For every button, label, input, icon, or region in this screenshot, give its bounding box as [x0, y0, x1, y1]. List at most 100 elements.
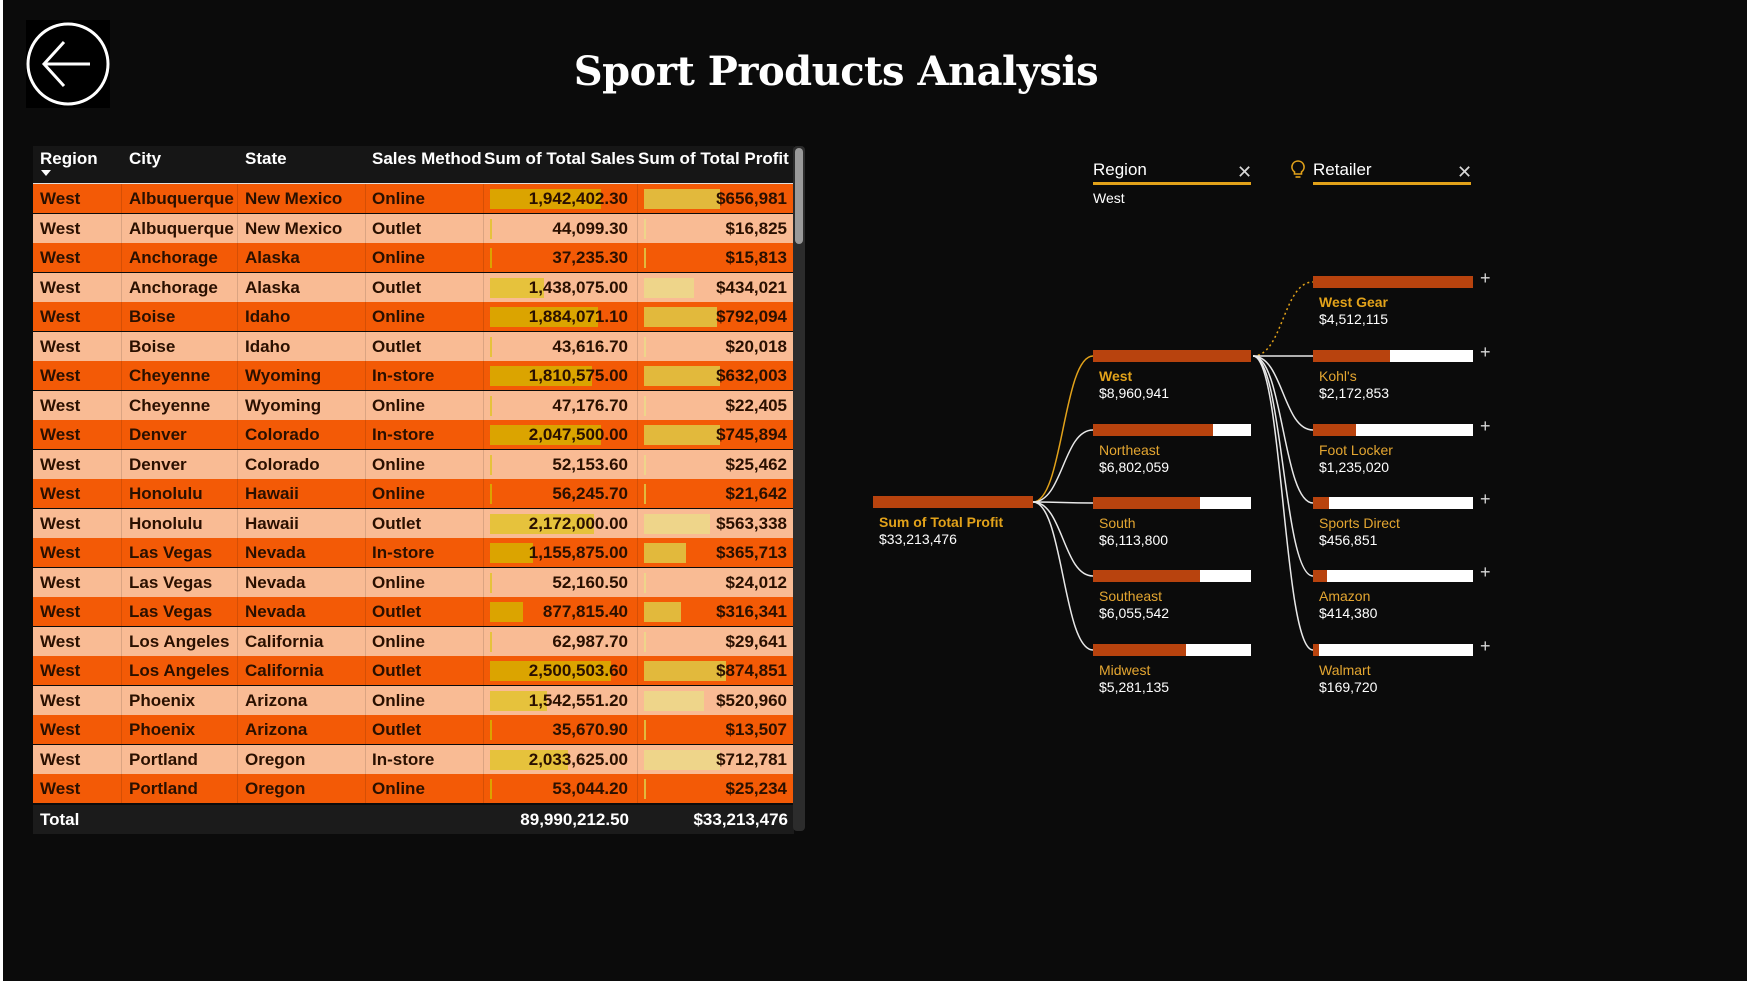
table-row[interactable]: West Las Vegas Nevada Outlet 877,815.40 $316,… [33, 597, 794, 626]
total-profit-cell-text: $29,641 [725, 631, 787, 651]
header-total-sales[interactable]: Sum of Total Sales [484, 149, 635, 168]
region-node-label: Northeast [1099, 442, 1160, 458]
header-state[interactable]: State [245, 149, 287, 168]
total-sales-cell: 1,155,875.00 [484, 538, 638, 567]
tree-connector [1032, 501, 1094, 504]
table-row[interactable]: West Portland Oregon In-store 2,033,625.00 $7… [33, 744, 794, 774]
table-row[interactable]: West Portland Oregon Online 53,044.20 $25,234 [33, 774, 794, 803]
retailer-node-bar[interactable] [1313, 644, 1473, 656]
table-row[interactable]: West Las Vegas Nevada Online 52,160.50 $24,01… [33, 567, 794, 597]
table-scrollbar[interactable] [793, 146, 805, 831]
retailer-node-fill [1313, 424, 1357, 436]
total-profit-cell: $712,781 [638, 744, 794, 774]
retailer-node-value: $414,380 [1319, 605, 1378, 621]
city-cell: Phoenix [122, 715, 238, 744]
region-cell: West [33, 597, 122, 626]
state-cell: Alaska [238, 272, 366, 302]
expand-plus-icon[interactable]: + [1480, 636, 1491, 656]
region-node-fill [1093, 570, 1201, 582]
header-region[interactable]: Region [40, 149, 98, 168]
total-sales-cell-text: 37,235.30 [552, 248, 628, 267]
expand-plus-icon[interactable]: + [1480, 342, 1491, 362]
table-row[interactable]: West Honolulu Hawaii Outlet 2,172,000.00 $563… [33, 508, 794, 538]
total-sales-cell-text: 52,160.50 [552, 572, 628, 592]
expand-plus-icon[interactable]: + [1480, 489, 1491, 509]
city-cell: Los Angeles [122, 656, 238, 685]
retailer-node-bar[interactable] [1313, 424, 1473, 436]
retailer-node-bar[interactable] [1313, 350, 1473, 362]
filter-chip-underline [1093, 182, 1251, 185]
total-profit-cell: $563,338 [638, 508, 794, 538]
total-profit-cell-text: $792,094 [716, 307, 787, 326]
table-row[interactable]: West Albuquerque New Mexico Outlet 44,099.30… [33, 213, 794, 243]
scrollbar-thumb[interactable] [795, 148, 803, 244]
region-cell: West [33, 361, 122, 390]
region-node-value: $6,055,542 [1099, 605, 1170, 621]
root-node-value: $33,213,476 [879, 531, 957, 547]
total-sales-cell: 1,942,402.30 [484, 184, 638, 213]
lightbulb-icon [1291, 160, 1305, 185]
sales-method-cell: In-store [366, 538, 484, 567]
region-node-bar[interactable] [1093, 570, 1251, 582]
region-node-bar[interactable] [1093, 424, 1251, 436]
root-node-bar[interactable] [873, 496, 1033, 508]
table-row[interactable]: West Denver Colorado Online 52,153.60 $25,462 [33, 449, 794, 479]
data-bar [644, 720, 646, 740]
total-sales-cell-text: 35,670.90 [552, 720, 628, 739]
data-bar [490, 336, 492, 357]
back-button[interactable] [26, 20, 110, 108]
region-cell: West [33, 567, 122, 597]
table-row[interactable]: West Cheyenne Wyoming In-store 1,810,575.00 $… [33, 361, 794, 390]
total-profit-cell: $874,851 [638, 656, 794, 685]
retailer-node-bar[interactable] [1313, 276, 1473, 288]
city-cell: Boise [122, 302, 238, 331]
region-node-bar[interactable] [1093, 644, 1251, 656]
close-icon[interactable]: ✕ [1237, 162, 1253, 182]
state-cell: Idaho [238, 302, 366, 331]
table-row[interactable]: West Anchorage Alaska Online 37,235.30 $15,81… [33, 243, 794, 272]
tree-connector [1252, 281, 1314, 357]
city-cell: Los Angeles [122, 626, 238, 656]
table-row[interactable]: West Denver Colorado In-store 2,047,500.00 $7… [33, 420, 794, 449]
table-row[interactable]: West Boise Idaho Outlet 43,616.70 $20,018 [33, 331, 794, 361]
expand-plus-icon[interactable]: + [1480, 268, 1491, 288]
expand-plus-icon[interactable]: + [1480, 416, 1491, 436]
table-row[interactable]: West Las Vegas Nevada In-store 1,155,875.00 $… [33, 538, 794, 567]
region-cell: West [33, 656, 122, 685]
table-row[interactable]: West Los Angeles California Online 62,987.70… [33, 626, 794, 656]
table-row[interactable]: West Cheyenne Wyoming Online 47,176.70 $22,40… [33, 390, 794, 420]
retailer-node-label: Foot Locker [1319, 442, 1393, 458]
table-row[interactable]: West Los Angeles California Outlet 2,500,503… [33, 656, 794, 685]
retailer-node-bar[interactable] [1313, 570, 1473, 582]
retailer-node-value: $2,172,853 [1319, 385, 1390, 401]
table-row[interactable]: West Phoenix Arizona Online 1,542,551.20 $520… [33, 685, 794, 715]
total-sales-cell-text: 2,172,000.00 [528, 513, 628, 533]
header-total-profit[interactable]: Sum of Total Profit [638, 149, 789, 168]
filter-chip-region[interactable]: Region [1093, 160, 1147, 179]
retailer-node-value: $169,720 [1319, 679, 1378, 695]
root-node-label: Sum of Total Profit [879, 514, 1004, 530]
expand-plus-icon[interactable]: + [1480, 562, 1491, 582]
state-cell: Hawaii [238, 479, 366, 508]
table-row[interactable]: West Albuquerque New Mexico Online 1,942,402… [33, 184, 794, 213]
table-row[interactable]: West Honolulu Hawaii Online 56,245.70 $21,642 [33, 479, 794, 508]
region-cell: West [33, 302, 122, 331]
data-bar [644, 661, 726, 681]
sort-desc-icon[interactable] [41, 170, 51, 176]
filter-chip-value: West [1093, 190, 1125, 206]
city-cell: Las Vegas [122, 538, 238, 567]
header-sales-method[interactable]: Sales Method [372, 149, 482, 168]
close-icon[interactable]: ✕ [1457, 162, 1473, 182]
data-bar [490, 543, 533, 563]
table-row[interactable]: West Boise Idaho Online 1,884,071.10 $792,094 [33, 302, 794, 331]
region-cell: West [33, 685, 122, 715]
total-profit: $33,213,476 [693, 809, 788, 829]
retailer-node-bar[interactable] [1313, 497, 1473, 509]
table-row[interactable]: West Phoenix Arizona Outlet 35,670.90 $13,507 [33, 715, 794, 744]
region-node-bar[interactable] [1093, 497, 1251, 509]
region-cell: West [33, 508, 122, 538]
filter-chip-retailer[interactable]: Retailer [1313, 160, 1372, 179]
header-city[interactable]: City [129, 149, 162, 168]
region-node-bar[interactable] [1093, 350, 1251, 362]
table-row[interactable]: West Anchorage Alaska Outlet 1,438,075.00 $43… [33, 272, 794, 302]
